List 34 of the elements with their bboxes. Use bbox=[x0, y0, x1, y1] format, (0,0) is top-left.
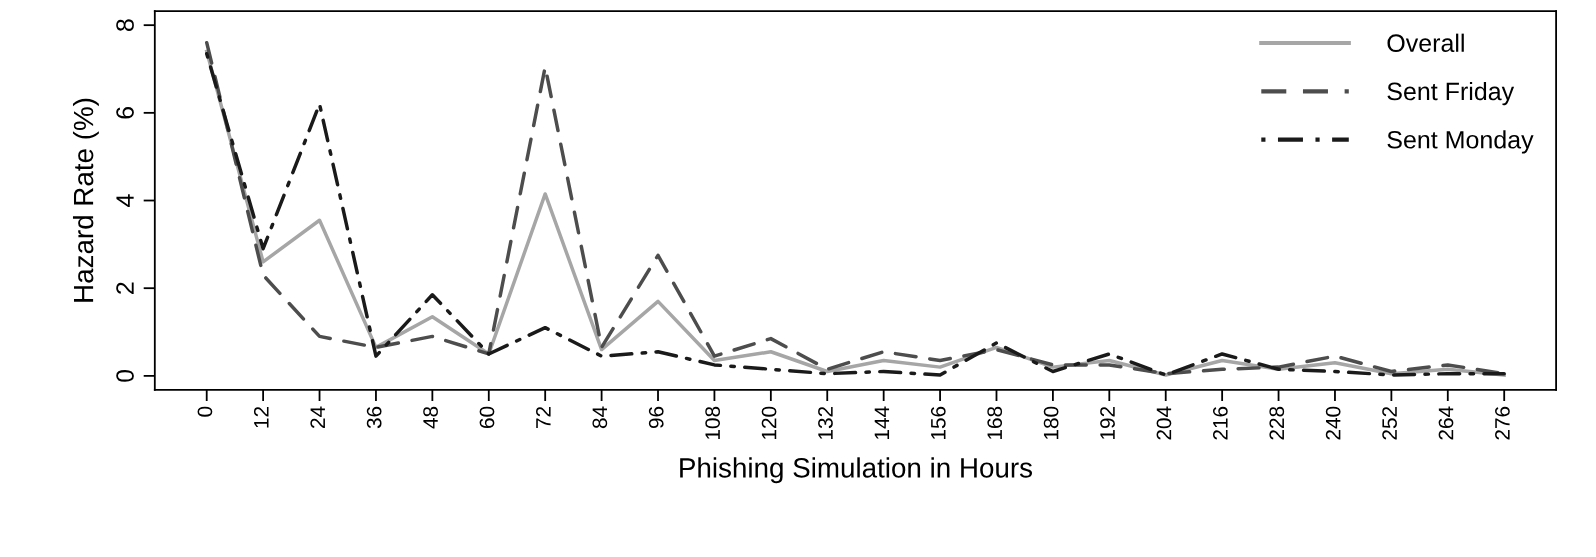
y-tick-label: 4 bbox=[116, 194, 134, 207]
x-tick-label: 168 bbox=[987, 406, 1003, 440]
x-tick-label: 204 bbox=[1156, 406, 1172, 440]
x-tick-label: 108 bbox=[705, 406, 721, 440]
y-tick-label: 6 bbox=[116, 106, 134, 119]
x-tick-label: 228 bbox=[1269, 406, 1285, 440]
x-tick-label: 36 bbox=[366, 406, 382, 429]
x-tick-label: 144 bbox=[874, 406, 890, 440]
y-tick-label: 2 bbox=[116, 282, 134, 294]
x-tick-label: 84 bbox=[592, 406, 608, 429]
y-tick-label: 8 bbox=[116, 19, 134, 32]
x-tick-label: 216 bbox=[1212, 406, 1228, 440]
y-axis-title: Hazard Rate (%) bbox=[72, 98, 99, 302]
x-tick-label: 72 bbox=[536, 406, 551, 428]
legend-label: Sent Friday bbox=[1387, 81, 1515, 106]
legend-label: Sent Monday bbox=[1387, 130, 1534, 154]
x-tick-label: 96 bbox=[648, 406, 664, 429]
x-tick-label: 252 bbox=[1382, 406, 1397, 440]
x-tick-label: 48 bbox=[423, 406, 438, 429]
x-tick-label: 240 bbox=[1325, 406, 1341, 440]
x-tick-label: 60 bbox=[479, 406, 495, 428]
x-tick-label: 192 bbox=[1100, 406, 1115, 440]
x-tick-label: 264 bbox=[1438, 406, 1454, 440]
x-tick-label: 12 bbox=[253, 406, 269, 428]
x-tick-label: 132 bbox=[818, 406, 833, 440]
x-tick-label: 180 bbox=[1043, 406, 1059, 440]
x-axis-title: Phishing Simulation in Hours bbox=[680, 457, 1033, 484]
legend-label: Overall bbox=[1387, 33, 1464, 52]
x-tick-label: 120 bbox=[761, 406, 777, 440]
x-tick-label: 24 bbox=[310, 406, 325, 428]
y-tick-label: 0 bbox=[116, 369, 134, 382]
x-tick-label: 276 bbox=[1495, 406, 1510, 440]
x-tick-label: 0 bbox=[197, 406, 213, 417]
x-tick-label: 156 bbox=[930, 406, 946, 440]
